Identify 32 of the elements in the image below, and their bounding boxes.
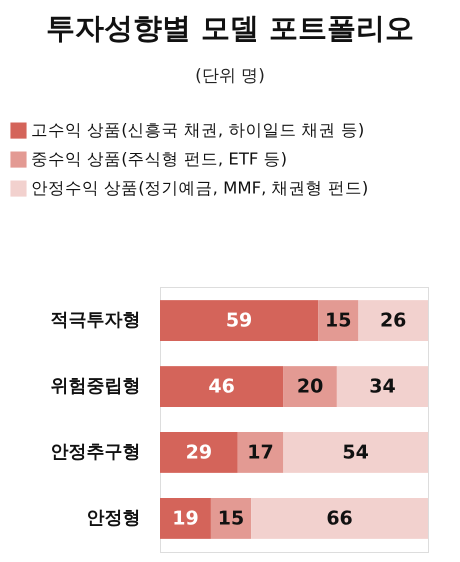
- data-label: 15: [218, 507, 244, 530]
- data-label: 19: [172, 507, 199, 530]
- bar: [283, 432, 428, 473]
- data-label: 15: [324, 310, 352, 332]
- legend-label: 중수익 상품(주식형 펀드, ETF 등): [31, 150, 288, 168]
- bar: [251, 498, 428, 539]
- data-label: 26: [380, 310, 406, 332]
- data-label: 20: [296, 376, 324, 398]
- bar: [160, 366, 284, 407]
- data-label: 59: [226, 310, 252, 332]
- data-label: 46: [208, 376, 235, 398]
- bar: [358, 300, 428, 342]
- data-label: 17: [247, 441, 274, 464]
- legend-label: 고수익 상품(신흥국 채권, 하이일드 채권 등): [31, 120, 364, 140]
- chart-title: 투자성향별 모델 포트폴리오: [46, 11, 414, 45]
- bar: [283, 366, 337, 407]
- data-label: 66: [326, 507, 353, 530]
- y-tick-label: 안정형: [86, 507, 140, 528]
- legend-label: 안정수익 상품(정기예금, MMF, 채권형 펀드): [31, 178, 368, 198]
- bar: [160, 498, 211, 539]
- bar: [160, 432, 238, 473]
- y-tick-label: 안정추구형: [50, 441, 140, 462]
- y-tick-label: 적극투자형: [50, 310, 140, 331]
- bar: [160, 300, 318, 342]
- y-tick-label: 위험중립형: [50, 376, 140, 397]
- data-label: 54: [342, 441, 369, 464]
- chart-subtitle: (단위 명): [195, 66, 265, 86]
- bar: [318, 300, 358, 342]
- data-label: 34: [369, 376, 396, 398]
- bar: [238, 432, 284, 473]
- data-label: 29: [186, 441, 212, 464]
- bar: [336, 366, 428, 407]
